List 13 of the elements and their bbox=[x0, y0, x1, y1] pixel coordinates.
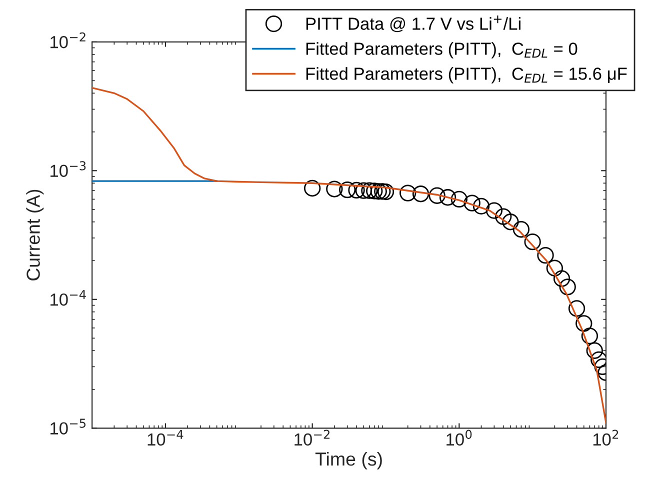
legend-label: PITT Data @ 1.7 V vs Li$^{+}$/Li bbox=[306, 15, 520, 32]
x-tick-label: 10$^{0}$ bbox=[446, 430, 472, 446]
x-tick-label: 10$^{2}$ bbox=[593, 430, 618, 446]
y-tick-label: 10$^{−2}$ bbox=[50, 32, 86, 48]
y-axis-title: Current (A) bbox=[26, 190, 44, 280]
y-tick-label: 10$^{−3}$ bbox=[50, 161, 86, 177]
y-tick-label: 10$^{−5}$ bbox=[50, 418, 86, 434]
legend-label: Fitted Parameters (PITT), C$_{EDL}$ = 0 bbox=[306, 42, 578, 58]
x-tick-label: 10$^{−4}$ bbox=[148, 430, 184, 446]
x-tick-label: 10$^{−2}$ bbox=[294, 430, 330, 446]
legend-label: Fitted Parameters (PITT), C$_{EDL}$ = 15.6 μF bbox=[306, 67, 627, 84]
y-tick-label: 10$^{−4}$ bbox=[50, 290, 86, 306]
x-axis-title: Time (s) bbox=[315, 452, 382, 470]
